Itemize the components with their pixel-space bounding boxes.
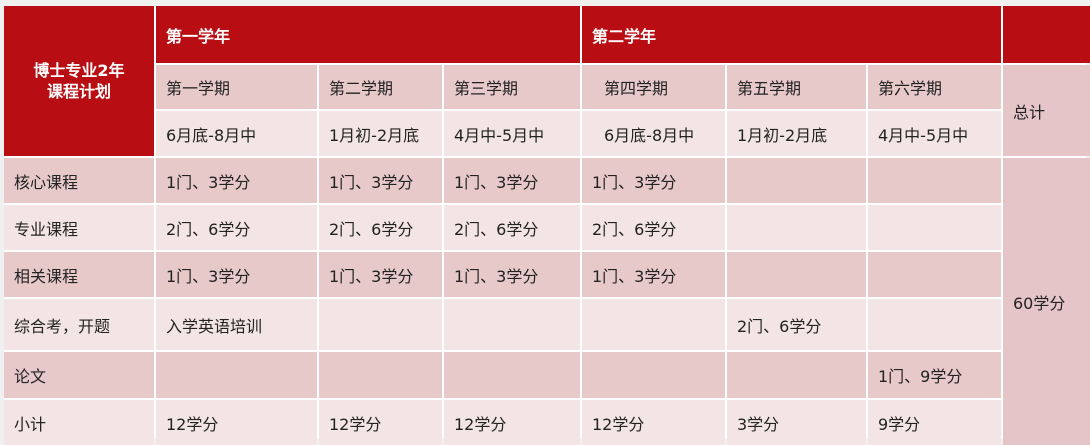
table-cell: 2门、6学分	[156, 205, 317, 250]
table-cell	[868, 205, 1001, 250]
row-label: 论文	[4, 352, 154, 398]
semester-dates: 6月底-8月中	[156, 111, 317, 156]
total-header: 总计	[1003, 65, 1090, 156]
table-cell: 1门、3学分	[582, 158, 725, 203]
table-cell	[582, 299, 725, 350]
table-cell: 12学分	[156, 400, 317, 445]
table-cell	[444, 299, 580, 350]
table-cell: 1门、3学分	[582, 252, 725, 297]
table-cell: 1门、3学分	[156, 252, 317, 297]
table-cell: 1门、3学分	[319, 252, 442, 297]
table-cell: 1门、9学分	[868, 352, 1001, 398]
table-cell: 12学分	[582, 400, 725, 445]
header-blank	[1003, 6, 1090, 63]
table-cell: 2门、6学分	[319, 205, 442, 250]
semester-header: 第六学期	[868, 65, 1001, 109]
table-cell: 2门、6学分	[582, 205, 725, 250]
table-cell: 12学分	[444, 400, 580, 445]
semester-dates: 1月初-2月底	[727, 111, 866, 156]
table-cell	[444, 352, 580, 398]
table-cell	[156, 352, 317, 398]
table-cell	[727, 252, 866, 297]
semester-header: 第二学期	[319, 65, 442, 109]
table-cell	[868, 299, 1001, 350]
course-plan-table: 博士专业2年 课程计划 第一学年 第二学年 总计 60学分 第一学期 6月底-8月中…	[4, 6, 1090, 445]
table-cell	[727, 205, 866, 250]
table-cell: 12学分	[319, 400, 442, 445]
table-cell: 1门、3学分	[444, 158, 580, 203]
row-label: 综合考，开题	[4, 299, 154, 350]
semester-dates: 1月初-2月底	[319, 111, 442, 156]
semester-header: 第一学期	[156, 65, 317, 109]
semester-header: 第三学期	[444, 65, 580, 109]
table-cell: 2门、6学分	[444, 205, 580, 250]
table-cell: 3学分	[727, 400, 866, 445]
table-title: 博士专业2年 课程计划	[4, 6, 154, 156]
table-cell	[727, 158, 866, 203]
table-cell: 2门、6学分	[727, 299, 866, 350]
year-1-header: 第一学年	[156, 6, 580, 63]
row-label: 核心课程	[4, 158, 154, 203]
table-cell	[319, 299, 442, 350]
title-line-2: 课程计划	[46, 82, 111, 101]
table-cell: 1门、3学分	[319, 158, 442, 203]
table-cell: 9学分	[868, 400, 1001, 445]
title-line-1: 博士专业2年	[33, 61, 125, 80]
semester-dates: 6月底-8月中	[582, 111, 725, 156]
table-cell	[868, 158, 1001, 203]
semester-header: 第五学期	[727, 65, 866, 109]
row-label: 相关课程	[4, 252, 154, 297]
table-cell: 1门、3学分	[444, 252, 580, 297]
table-cell: 入学英语培训	[156, 299, 317, 350]
row-label: 小计	[4, 400, 154, 445]
year-2-header: 第二学年	[582, 6, 1001, 63]
row-label: 专业课程	[4, 205, 154, 250]
table-cell	[868, 252, 1001, 297]
semester-header: 第四学期	[582, 65, 725, 109]
table-cell	[727, 352, 866, 398]
total-value: 60学分	[1003, 158, 1090, 445]
table-cell	[319, 352, 442, 398]
table-cell	[582, 352, 725, 398]
table-cell: 1门、3学分	[156, 158, 317, 203]
semester-dates: 4月中-5月中	[868, 111, 1001, 156]
semester-dates: 4月中-5月中	[444, 111, 580, 156]
